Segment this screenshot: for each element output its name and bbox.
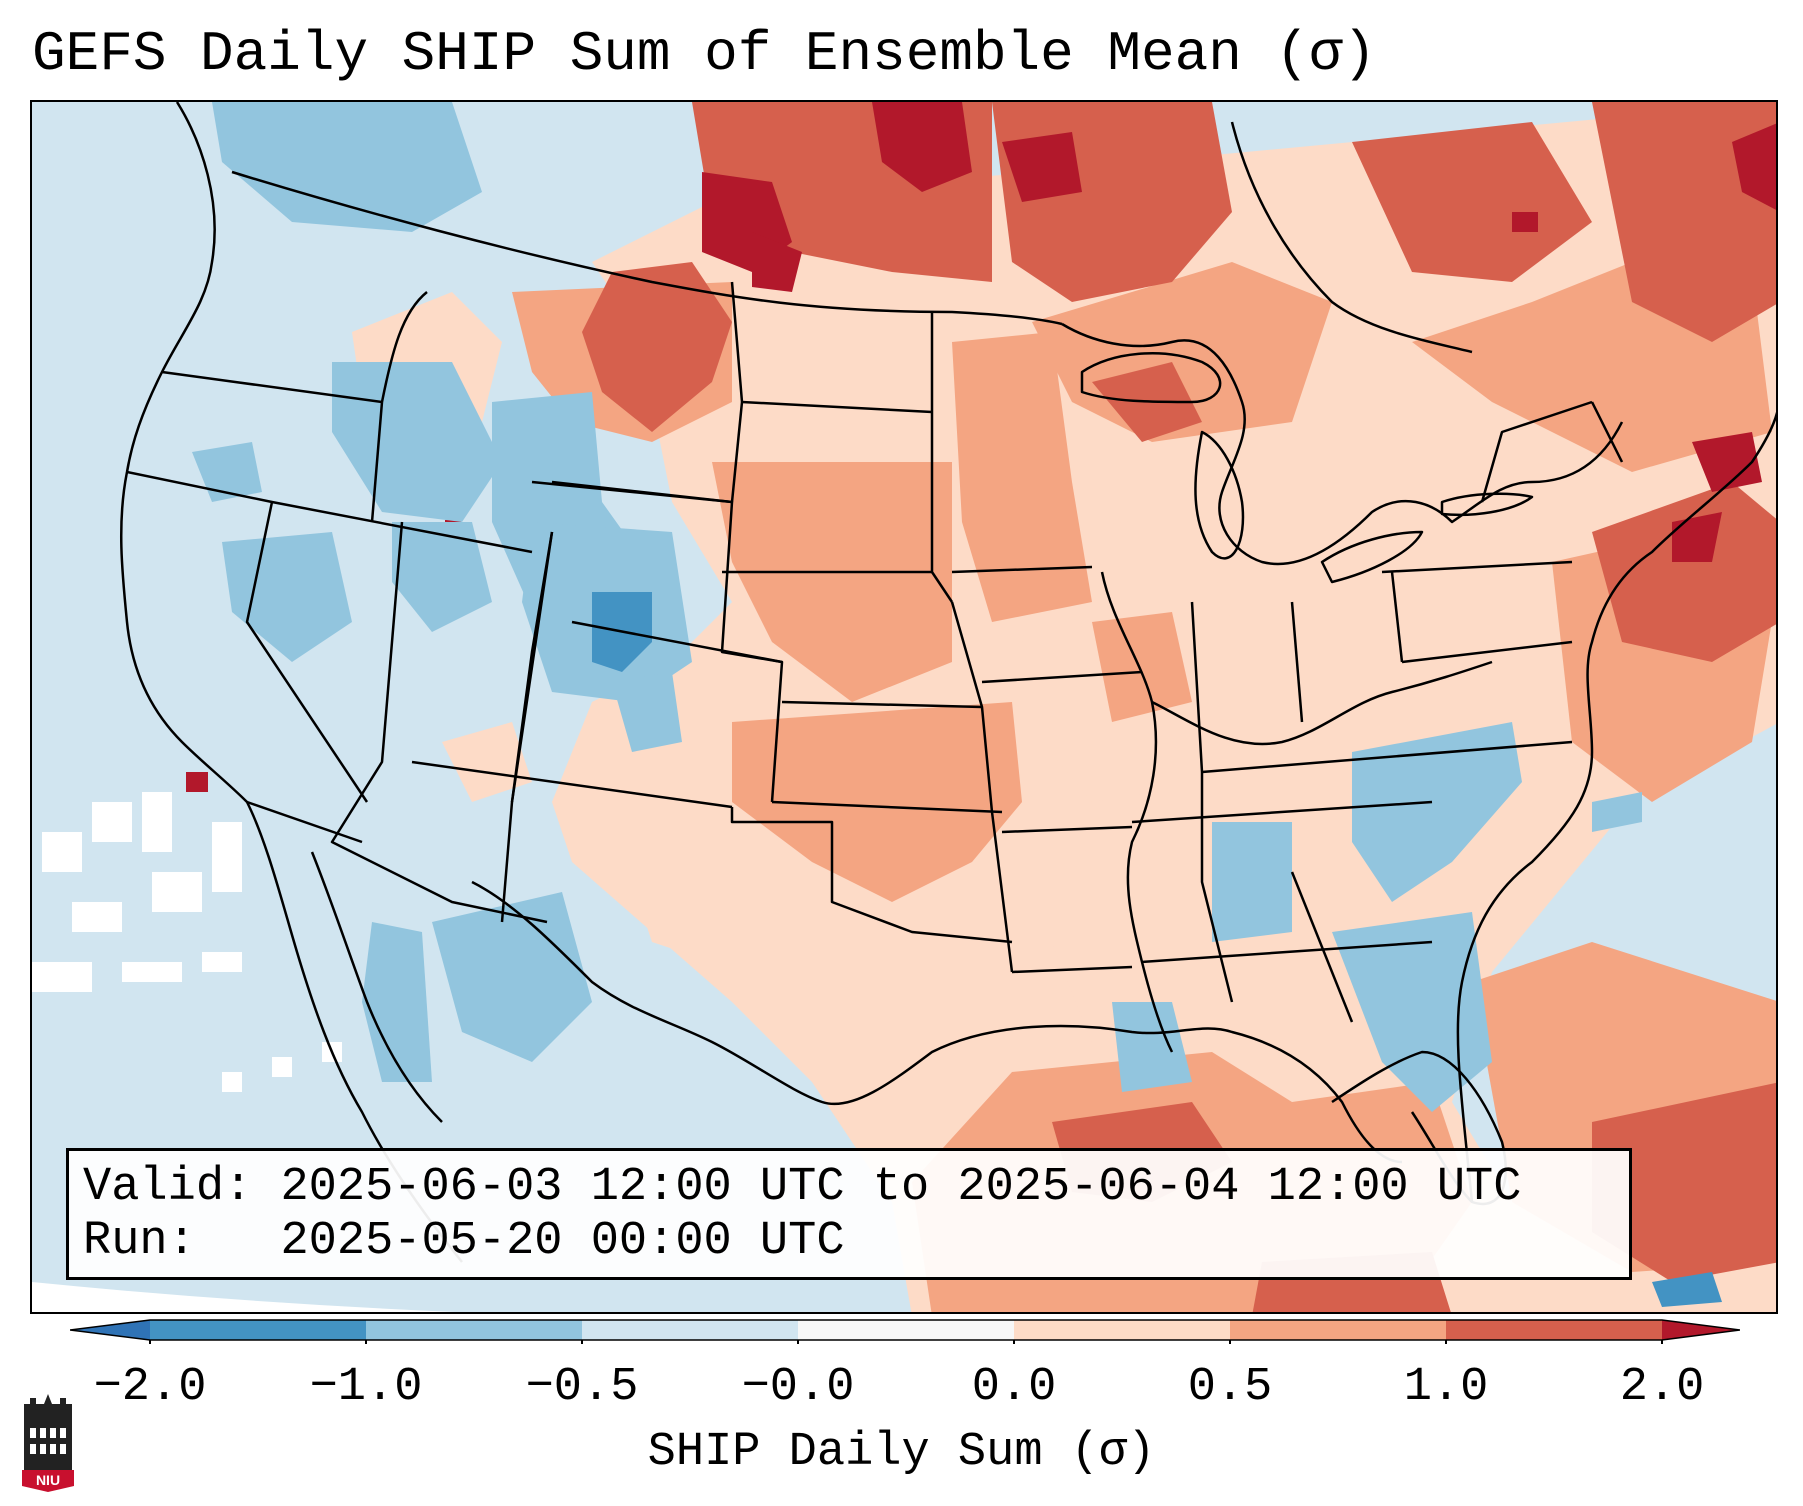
- niu-logo: NIU: [22, 1394, 74, 1492]
- map-panel: [30, 100, 1778, 1314]
- map-title: GEFS Daily SHIP Sum of Ensemble Mean (σ): [32, 22, 1377, 86]
- anomaly-field: [32, 102, 1776, 1312]
- colorbar-segment-05-1: [1230, 1320, 1446, 1340]
- valid-label: Valid:: [83, 1161, 253, 1214]
- colorbar-tick-label: −1.0: [309, 1361, 423, 1414]
- valid-run-info-box: Valid: 2025-06-03 12:00 UTC to 2025-06-0…: [66, 1148, 1632, 1280]
- colorbar-tick-label: 0.0: [971, 1361, 1057, 1414]
- colorbar-label: SHIP Daily Sum (σ): [647, 1426, 1156, 1479]
- colorbar-tick-label: −2.0: [93, 1361, 207, 1414]
- colorbar-segment-1-2: [1446, 1320, 1662, 1340]
- colorbar: [70, 1319, 1740, 1344]
- colorbar-segment-neg2-neg1: [150, 1320, 366, 1340]
- colorbar-tick-label: −0.5: [525, 1361, 639, 1414]
- colorbar-segment-neg0-0: [798, 1320, 1014, 1340]
- colorbar-tick-label: 0.5: [1187, 1361, 1273, 1414]
- anomaly-above-2: [186, 102, 1776, 792]
- neutral-patches: [32, 792, 342, 1092]
- valid-value: 2025-06-03 12:00 UTC to 2025-06-04 12:00…: [280, 1161, 1522, 1214]
- logo-text: NIU: [36, 1472, 60, 1488]
- colorbar-segment-neg1-neg05: [366, 1320, 582, 1340]
- colorbar-tick-label: 2.0: [1619, 1361, 1705, 1414]
- run-value: 2025-05-20 00:00 UTC: [280, 1215, 845, 1268]
- colorbar-tick-label: 1.0: [1403, 1361, 1489, 1414]
- colorbar-segment-0-05: [1014, 1320, 1230, 1340]
- boundaries: [120, 102, 1776, 1263]
- colorbar-extend-high: [1662, 1320, 1740, 1340]
- colorbar-extend-low: [70, 1320, 150, 1340]
- colorbar-segment-neg05-neg0: [582, 1320, 798, 1340]
- colorbar-tick-label: −0.0: [741, 1361, 855, 1414]
- run-label: Run:: [83, 1215, 196, 1268]
